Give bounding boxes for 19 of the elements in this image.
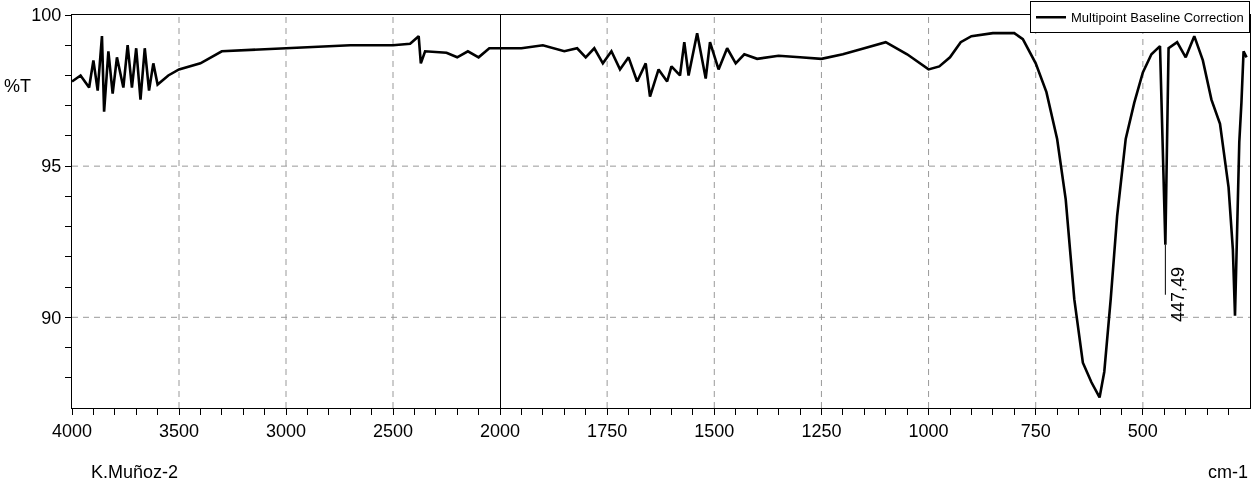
x-tick-label: 2500 bbox=[372, 420, 414, 441]
annotation: 447,49 bbox=[1167, 267, 1188, 323]
x-tick-label: 1750 bbox=[587, 420, 628, 441]
x-tick-label: 1000 bbox=[908, 420, 949, 441]
x-tick-label: 3500 bbox=[158, 420, 200, 441]
y-tick-label: 95 bbox=[41, 156, 62, 177]
x-tick-label: 750 bbox=[1020, 420, 1051, 441]
x-tick-label: 2000 bbox=[479, 420, 521, 441]
x-tick-label: 1500 bbox=[694, 420, 735, 441]
y-tick-label: 90 bbox=[41, 307, 62, 328]
y-tick-label: 100 bbox=[31, 5, 62, 26]
legend-label: Multipoint Baseline Correction bbox=[1071, 10, 1244, 26]
x-tick-label: 3000 bbox=[265, 420, 307, 441]
text: K.Muñoz-2 bbox=[91, 462, 179, 482]
x-tick-label: 1250 bbox=[801, 420, 842, 441]
x-tick-label: 4000 bbox=[51, 420, 93, 441]
x-axis-title: cm-1 bbox=[1208, 462, 1248, 482]
x-tick-label: 500 bbox=[1127, 420, 1158, 441]
y-axis-title: %T bbox=[4, 76, 31, 96]
